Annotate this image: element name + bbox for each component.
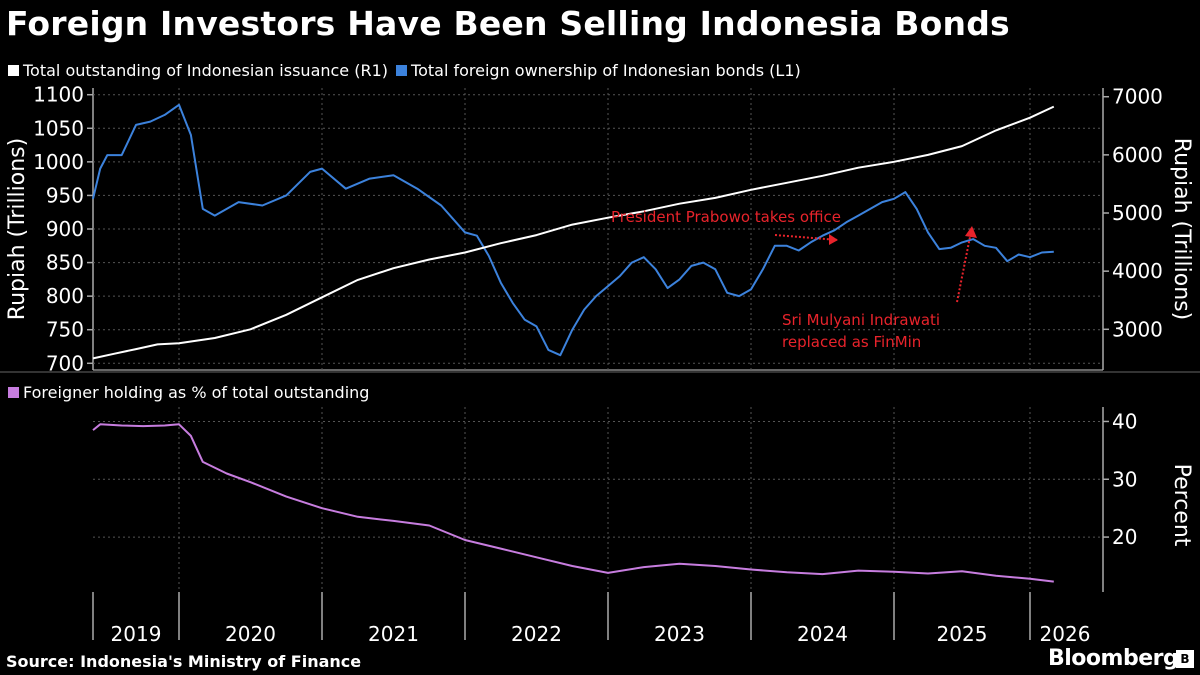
x-axis-label-2024: 2024: [797, 622, 848, 646]
annotation-mulyani-line2: replaced as FinMin: [782, 333, 921, 351]
y-axis-title-right: Rupiah (Trillions): [1169, 138, 1194, 320]
legend-label-percent: Foreigner holding as % of total outstand…: [23, 383, 370, 402]
page-title: Foreign Investors Have Been Selling Indo…: [6, 4, 1010, 43]
x-axis-label-2020: 2020: [225, 622, 276, 646]
legend-swatch-outstanding: [8, 65, 19, 76]
y-axis-title-percent: Percent: [1169, 464, 1194, 547]
annotation-arrowhead-mulyani: [965, 226, 977, 238]
tick-label-left-800: 800: [46, 284, 84, 308]
tick-label-left-1000: 1000: [33, 150, 84, 174]
tick-label-percent-40: 40: [1112, 409, 1137, 433]
legend-label-outstanding: Total outstanding of Indonesian issuance…: [23, 61, 389, 80]
x-axis-label-2025: 2025: [937, 622, 988, 646]
annotation-arrow-prabowo: [774, 234, 839, 241]
x-axis-label-2019: 2019: [111, 622, 162, 646]
tick-label-right-4000: 4000: [1112, 259, 1163, 283]
series-line-foreign-percent: [92, 423, 1054, 583]
legend-item-foreign: Total foreign ownership of Indonesian bo…: [396, 61, 801, 80]
legend-swatch-foreign: [396, 65, 408, 76]
x-axis-label-2022: 2022: [511, 622, 562, 646]
tick-label-percent-20: 20: [1112, 525, 1137, 549]
bloomberg-b-icon: B: [1176, 650, 1194, 668]
bottom-chart-legend: Foreigner holding as % of total outstand…: [8, 383, 369, 402]
tick-label-left-850: 850: [46, 251, 84, 275]
annotation-prabowo: President Prabowo takes office: [611, 208, 841, 226]
tick-label-left-1100: 1100: [33, 83, 84, 107]
x-axis-label-2021: 2021: [368, 622, 419, 646]
tick-label-right-6000: 6000: [1112, 143, 1163, 167]
series-line-total-outstanding: [92, 105, 1055, 360]
legend-item-outstanding: Total outstanding of Indonesian issuance…: [8, 61, 388, 80]
tick-label-percent-30: 30: [1112, 467, 1137, 491]
tick-label-left-1050: 1050: [33, 116, 84, 140]
tick-label-right-5000: 5000: [1112, 201, 1163, 225]
brand-logo: Bloomberg: [1048, 646, 1179, 671]
top-chart-legend: Total outstanding of Indonesian issuance…: [8, 61, 809, 80]
annotation-mulyani-line1: Sri Mulyani Indrawati: [782, 311, 940, 329]
tick-label-left-700: 700: [46, 351, 84, 375]
annotation-arrowhead-prabowo: [829, 234, 838, 245]
tick-label-right-7000: 7000: [1112, 85, 1163, 109]
tick-label-left-900: 900: [46, 217, 84, 241]
tick-label-left-750: 750: [46, 318, 84, 342]
y-axis-title-left: Rupiah (Trillions): [5, 138, 30, 320]
legend-swatch-percent: [8, 387, 19, 398]
series-line-foreign-ownership: [92, 103, 1054, 357]
tick-label-right-3000: 3000: [1112, 317, 1163, 341]
x-axis-label-2023: 2023: [654, 622, 705, 646]
x-axis-label-2026: 2026: [1040, 622, 1091, 646]
legend-label-foreign: Total foreign ownership of Indonesian bo…: [411, 61, 801, 80]
tick-label-left-950: 950: [46, 183, 84, 207]
source-note: Source: Indonesia's Ministry of Finance: [6, 652, 362, 671]
